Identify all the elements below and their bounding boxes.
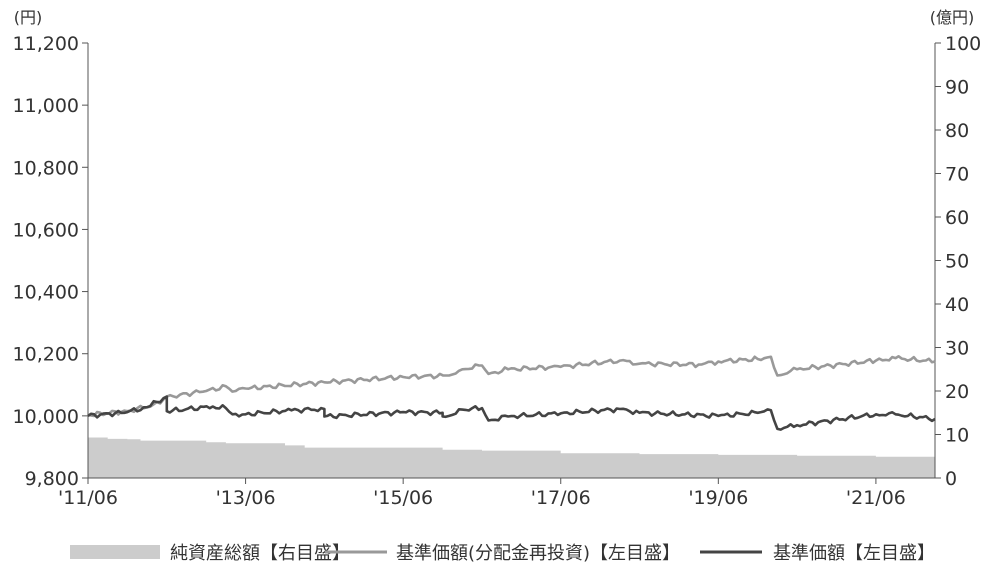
right-tick-label: 60 xyxy=(945,207,969,229)
nav-reinvested-line xyxy=(87,355,936,418)
right-tick-label: 30 xyxy=(945,338,969,360)
left-tick-label: 10,200 xyxy=(13,344,79,366)
left-tick-label: 11,000 xyxy=(13,95,79,117)
axes-layer: 9,800 10,000 10,200 10,400 10,600 10,800 11,00… xyxy=(13,8,981,509)
right-tick-label: 90 xyxy=(945,77,969,99)
right-tick-label: 20 xyxy=(945,381,969,403)
right-tick-label: 70 xyxy=(945,164,969,186)
lines-layer xyxy=(87,355,936,431)
left-tick-label: 10,000 xyxy=(13,406,79,428)
legend-net-assets-swatch xyxy=(70,545,160,559)
x-tick-label: '11/06 xyxy=(58,487,118,509)
right-tick-label: 50 xyxy=(945,251,969,273)
left-tick-label: 9,800 xyxy=(25,468,79,490)
legend-nav-label: 基準価額【左目盛】 xyxy=(773,543,935,564)
x-tick-label: '17/06 xyxy=(531,487,591,509)
left-tick-label: 10,400 xyxy=(13,282,79,304)
right-tick-label: 40 xyxy=(945,294,969,316)
x-tick-label: '15/06 xyxy=(373,487,433,509)
left-tick-label: 10,600 xyxy=(13,219,79,241)
left-unit-label: (円) xyxy=(14,8,43,27)
x-tick-label: '21/06 xyxy=(846,487,906,509)
area-layer xyxy=(88,437,935,478)
net-assets-area xyxy=(88,437,935,478)
legend-nav-reinvested-label: 基準価額(分配金再投資)【左目盛】 xyxy=(396,543,680,564)
left-tick-label: 10,800 xyxy=(13,157,79,179)
left-tick-label: 11,200 xyxy=(13,33,79,55)
right-tick-label: 0 xyxy=(945,468,957,490)
right-tick-label: 100 xyxy=(945,33,981,55)
legend-net-assets-label: 純資産総額【右目盛】 xyxy=(170,543,350,564)
x-tick-label: '19/06 xyxy=(688,487,748,509)
right-tick-label: 80 xyxy=(945,120,969,142)
legend: 純資産総額【右目盛】 基準価額(分配金再投資)【左目盛】 基準価額【左目盛】 xyxy=(70,543,935,564)
right-unit-label: (億円) xyxy=(930,8,975,27)
x-tick-label: '13/06 xyxy=(216,487,276,509)
nav-line xyxy=(87,395,936,431)
right-tick-label: 10 xyxy=(945,425,969,447)
